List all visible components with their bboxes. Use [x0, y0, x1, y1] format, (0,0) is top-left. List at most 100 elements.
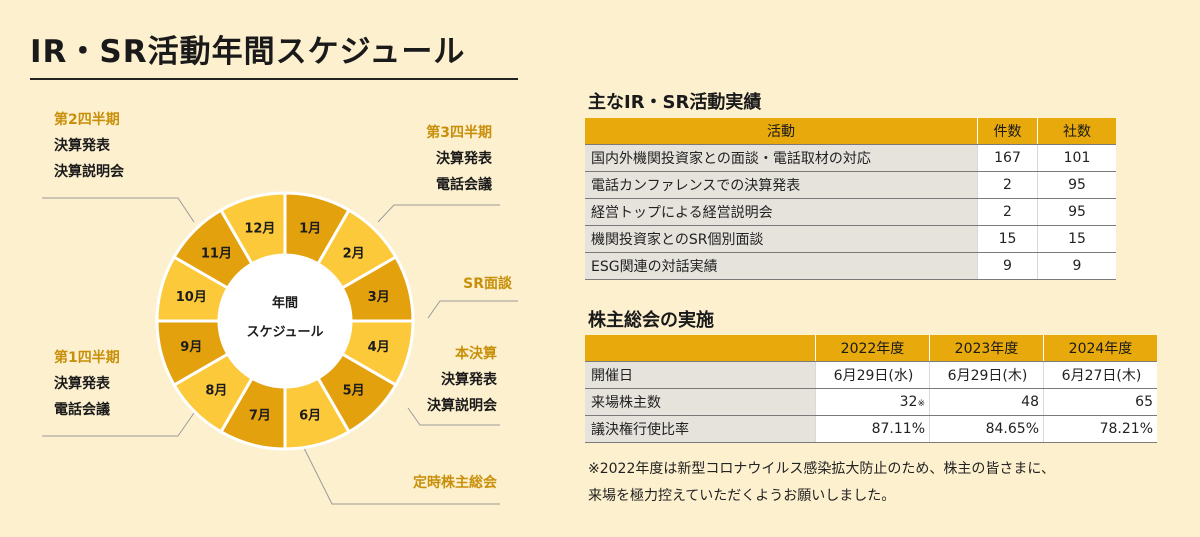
title-underline [30, 78, 518, 80]
month-label: 6月 [299, 409, 321, 424]
table-row: 開催日 6月29日(水) 6月29日(木) 6月27日(木) [585, 361, 1157, 389]
annual-schedule-wheel: 1月 2月 3月 4月 5月 6月 7月 8月 9月 10月 11月 12月 年間 スケジュール [42, 191, 518, 505]
activity-count: 2 [977, 198, 1038, 226]
month-label: 9月 [180, 340, 202, 355]
callout-q1-item: 決算発表 [54, 376, 110, 392]
callout-q1: 第1四半期 決算発表 電話会議 [54, 345, 120, 423]
month-label: 10月 [176, 290, 207, 305]
callout-q3-item: 電話会議 [436, 177, 492, 193]
wheel-center-line2: スケジュール [246, 325, 323, 340]
agm-voting-2024: 78.21% [1043, 415, 1157, 443]
leader-line-fy [407, 407, 500, 426]
agm-title: 株主総会の実施 [588, 310, 714, 331]
leader-line-agm [299, 439, 500, 505]
activities-table: 活動 件数 社数 国内外機関投資家との面談・電話取材の対応 167 101 電話… [585, 118, 1116, 280]
month-segments [155, 191, 415, 451]
callout-q2-item: 決算説明会 [54, 164, 124, 180]
table-row: 来場株主数 32※ 48 65 [585, 388, 1157, 416]
activity-name: 機関投資家とのSR個別面談 [585, 225, 978, 253]
callout-sr: SR面談 [463, 271, 512, 297]
agm-row-label: 開催日 [585, 361, 816, 389]
leader-line-q2 [42, 197, 195, 223]
activities-header-companies: 社数 [1037, 118, 1116, 145]
agm-attendees-2022: 32※ [815, 388, 930, 416]
leader-line-sr [427, 300, 518, 319]
activity-companies: 15 [1037, 225, 1116, 253]
agm-header-2022: 2022年度 [815, 335, 930, 362]
month-label: 12月 [244, 221, 275, 236]
agm-voting-2022: 87.11% [815, 415, 930, 443]
month-label: 1月 [299, 221, 321, 236]
callout-leader-lines [42, 197, 518, 505]
month-label: 5月 [343, 384, 365, 399]
footnote: ※2022年度は新型コロナウイルス感染拡大防止のため、株主の皆さまに、 来場を極… [588, 456, 1178, 510]
callout-sr-head: SR面談 [463, 276, 512, 292]
leader-line-q1 [42, 412, 195, 437]
activity-count: 2 [977, 171, 1038, 199]
footnote-line1: ※2022年度は新型コロナウイルス感染拡大防止のため、株主の皆さまに、 [588, 461, 1055, 477]
agm-date-2023: 6月29日(木) [929, 361, 1044, 389]
month-segment [218, 191, 287, 266]
wheel-center [220, 256, 350, 386]
table-row: 議決権行使比率 87.11% 84.65% 78.21% [585, 415, 1157, 443]
callout-agm: 定時株主総会 [413, 470, 497, 496]
agm-date-2024: 6月27日(木) [1043, 361, 1157, 389]
agm-attendees-2024: 65 [1043, 388, 1157, 416]
agm-voting-2023: 84.65% [929, 415, 1044, 443]
activity-name: 経営トップによる経営説明会 [585, 198, 978, 226]
activities-header-activity: 活動 [585, 118, 978, 145]
agm-header-row: 2022年度 2023年度 2024年度 [585, 335, 1157, 362]
agm-row-label: 議決権行使比率 [585, 415, 816, 443]
activities-title: 主なIR・SR活動実績 [588, 92, 762, 113]
month-label: 4月 [368, 340, 390, 355]
agm-header-blank [585, 335, 816, 362]
wheel-center-line1: 年間 [272, 295, 298, 311]
activity-count: 9 [977, 252, 1038, 280]
activity-companies: 9 [1037, 252, 1116, 280]
leader-line-q3 [377, 204, 500, 223]
activity-name: 国内外機関投資家との面談・電話取材の対応 [585, 144, 978, 172]
table-row: 経営トップによる経営説明会 2 95 [585, 198, 1116, 226]
table-row: 電話カンファレンスでの決算発表 2 95 [585, 171, 1116, 199]
month-label: 11月 [201, 246, 232, 261]
callout-q2-head: 第2四半期 [54, 112, 120, 128]
month-label: 2月 [343, 246, 365, 261]
month-label: 3月 [368, 290, 390, 305]
footnote-line2: 来場を極力控えていただくようお願いしました。 [588, 488, 896, 504]
agm-attendees-2023: 48 [929, 388, 1044, 416]
table-row: ESG関連の対話実績 9 9 [585, 252, 1116, 280]
agm-row-label: 来場株主数 [585, 388, 816, 416]
agm-header-2024: 2024年度 [1043, 335, 1157, 362]
callout-fy-item: 決算発表 [441, 372, 497, 388]
month-label: 8月 [205, 384, 227, 399]
table-row: 国内外機関投資家との面談・電話取材の対応 167 101 [585, 144, 1116, 172]
activity-count: 167 [977, 144, 1038, 172]
activity-count: 15 [977, 225, 1038, 253]
callout-q3-item: 決算発表 [436, 151, 492, 167]
agm-header-2023: 2023年度 [929, 335, 1044, 362]
agm-date-2022: 6月29日(水) [815, 361, 930, 389]
callout-q2: 第2四半期 決算発表 決算説明会 [54, 107, 124, 185]
callout-fy: 本決算 決算発表 決算説明会 [427, 341, 497, 419]
callout-q3: 第3四半期 決算発表 電話会議 [426, 120, 492, 198]
activities-header-row: 活動 件数 社数 [585, 118, 1116, 145]
callout-q1-head: 第1四半期 [54, 350, 120, 366]
callout-fy-head: 本決算 [455, 346, 497, 362]
activity-companies: 95 [1037, 198, 1116, 226]
callout-agm-head: 定時株主総会 [413, 475, 497, 491]
page-title: IR・SR活動年間スケジュール [30, 34, 466, 70]
callout-q3-head: 第3四半期 [426, 125, 492, 141]
callout-q1-item: 電話会議 [54, 402, 110, 418]
activity-name: ESG関連の対話実績 [585, 252, 978, 280]
table-row: 機関投資家とのSR個別面談 15 15 [585, 225, 1116, 253]
callout-q2-item: 決算発表 [54, 138, 110, 154]
activity-companies: 95 [1037, 171, 1116, 199]
activity-name: 電話カンファレンスでの決算発表 [585, 171, 978, 199]
activity-companies: 101 [1037, 144, 1116, 172]
callout-fy-item: 決算説明会 [427, 398, 497, 414]
activities-header-count: 件数 [977, 118, 1038, 145]
month-label: 7月 [249, 409, 271, 424]
attendees-note-mark: ※ [917, 399, 925, 409]
agm-table: 2022年度 2023年度 2024年度 開催日 6月29日(水) 6月29日(… [585, 335, 1157, 443]
attendees-value: 32 [899, 394, 918, 410]
